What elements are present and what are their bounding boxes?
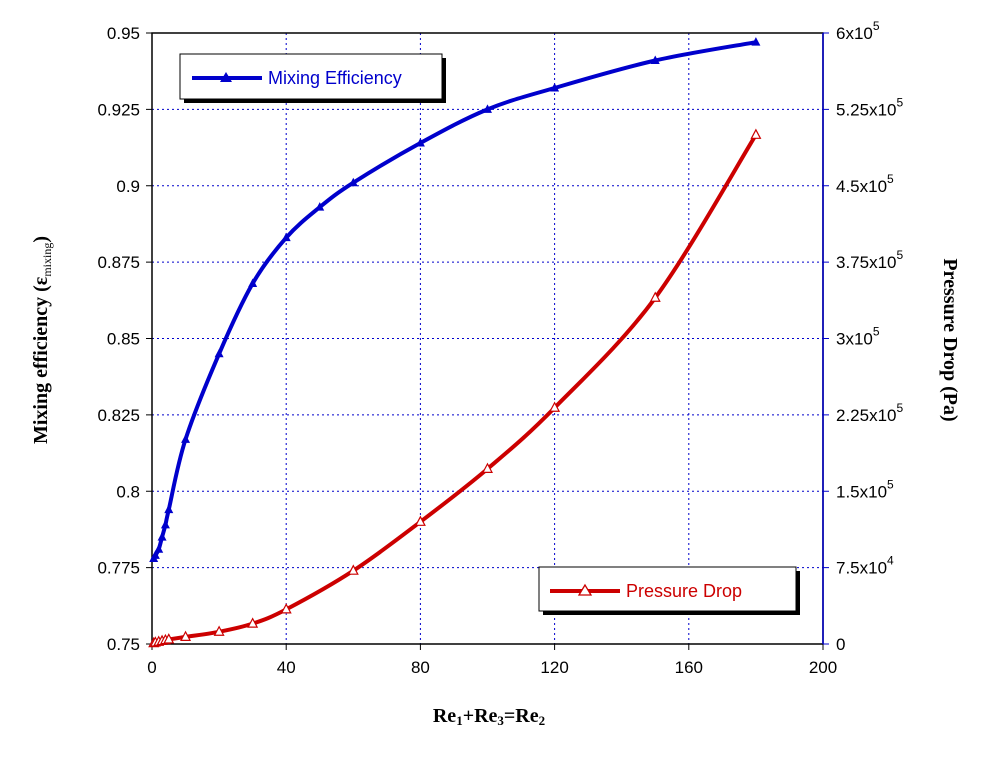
data-point-pressure-drop: [213, 625, 225, 636]
data-point-mixing-efficiency: [181, 434, 191, 443]
x-tick-label: 120: [540, 658, 568, 677]
data-point-mixing-efficiency: [160, 519, 170, 529]
y-right-tick-label: 5.25x105: [836, 95, 904, 119]
data-point-pressure-drop: [347, 564, 359, 575]
y-right-tick-label: 7.5x104: [836, 554, 894, 578]
y-right-tick-label: 0: [836, 635, 845, 654]
y-left-tick-label: 0.925: [97, 100, 140, 119]
data-point-pressure-drop: [414, 515, 426, 526]
legend-label: Pressure Drop: [626, 581, 742, 601]
ticks: 0 40 80 120 160 200 0.75 0.775 0.8 0.825 0.85 0.875…: [97, 19, 903, 677]
legend-mixing-efficiency: Mixing Efficiency: [179, 53, 446, 103]
data-point-mixing-efficiency: [150, 550, 160, 559]
y-right-tick-label: 6x105: [836, 19, 880, 43]
y-left-tick-label: 0.8: [116, 482, 140, 501]
data-point-mixing-efficiency: [415, 137, 425, 147]
data-point-pressure-drop: [549, 401, 561, 412]
y-right-tick-label: 4.5x105: [836, 172, 894, 196]
data-point-mixing-efficiency: [483, 104, 492, 113]
data-point-mixing-efficiency: [154, 544, 164, 553]
x-tick-label: 80: [411, 658, 430, 677]
x-tick-label: 200: [809, 658, 837, 677]
data-point-mixing-efficiency: [281, 232, 291, 242]
x-tick-label: 160: [675, 658, 703, 677]
data-point-mixing-efficiency: [315, 202, 325, 211]
data-point-mixing-efficiency: [650, 55, 660, 64]
y-left-tick-label: 0.95: [107, 24, 140, 43]
data-point-pressure-drop: [280, 603, 292, 614]
y-right-tick-label: 3x105: [836, 325, 880, 349]
series: [148, 37, 762, 648]
y-left-tick-label: 0.775: [97, 559, 140, 578]
data-point-mixing-efficiency: [248, 278, 258, 288]
data-point-pressure-drop: [482, 462, 493, 473]
x-axis-title: Re1+Re3=Re2: [433, 705, 545, 728]
y-right-tick-label: 1.5x105: [836, 477, 894, 501]
data-point-mixing-efficiency: [164, 504, 174, 514]
data-point-mixing-efficiency: [214, 348, 224, 358]
y-right-tick-label: 3.75x105: [836, 248, 904, 272]
data-point-pressure-drop: [750, 128, 762, 139]
legend-swatch-marker: [220, 72, 232, 82]
data-point-mixing-efficiency: [751, 37, 761, 46]
y-left-tick-label: 0.85: [107, 330, 140, 349]
y-left-tick-label: 0.825: [97, 406, 140, 425]
series-line-mixing-efficiency: [151, 40, 757, 560]
x-tick-label: 40: [277, 658, 296, 677]
y-right-tick-label: 2.25x105: [836, 401, 904, 425]
y-left-tick-label: 0.875: [97, 253, 140, 272]
x-tick-label: 0: [147, 658, 156, 677]
data-point-pressure-drop: [649, 291, 661, 302]
data-point-pressure-drop: [163, 633, 175, 644]
legend-pressure-drop: Pressure Drop: [538, 566, 800, 615]
y-left-tick-label: 0.9: [116, 177, 140, 196]
legend-label: Mixing Efficiency: [268, 68, 402, 88]
y-left-tick-label: 0.75: [107, 635, 140, 654]
y-axis-right-title: Pressure Drop (Pa): [939, 258, 961, 421]
data-point-pressure-drop: [247, 617, 259, 628]
y-axis-left-title: Mixing efficiency (εmixing): [30, 236, 54, 444]
data-point-pressure-drop: [180, 630, 192, 641]
gridlines: [152, 33, 823, 644]
legend-swatch-marker: [577, 583, 593, 596]
data-point-mixing-efficiency: [157, 532, 167, 541]
data-point-mixing-efficiency: [550, 82, 560, 92]
data-point-mixing-efficiency: [348, 177, 358, 187]
